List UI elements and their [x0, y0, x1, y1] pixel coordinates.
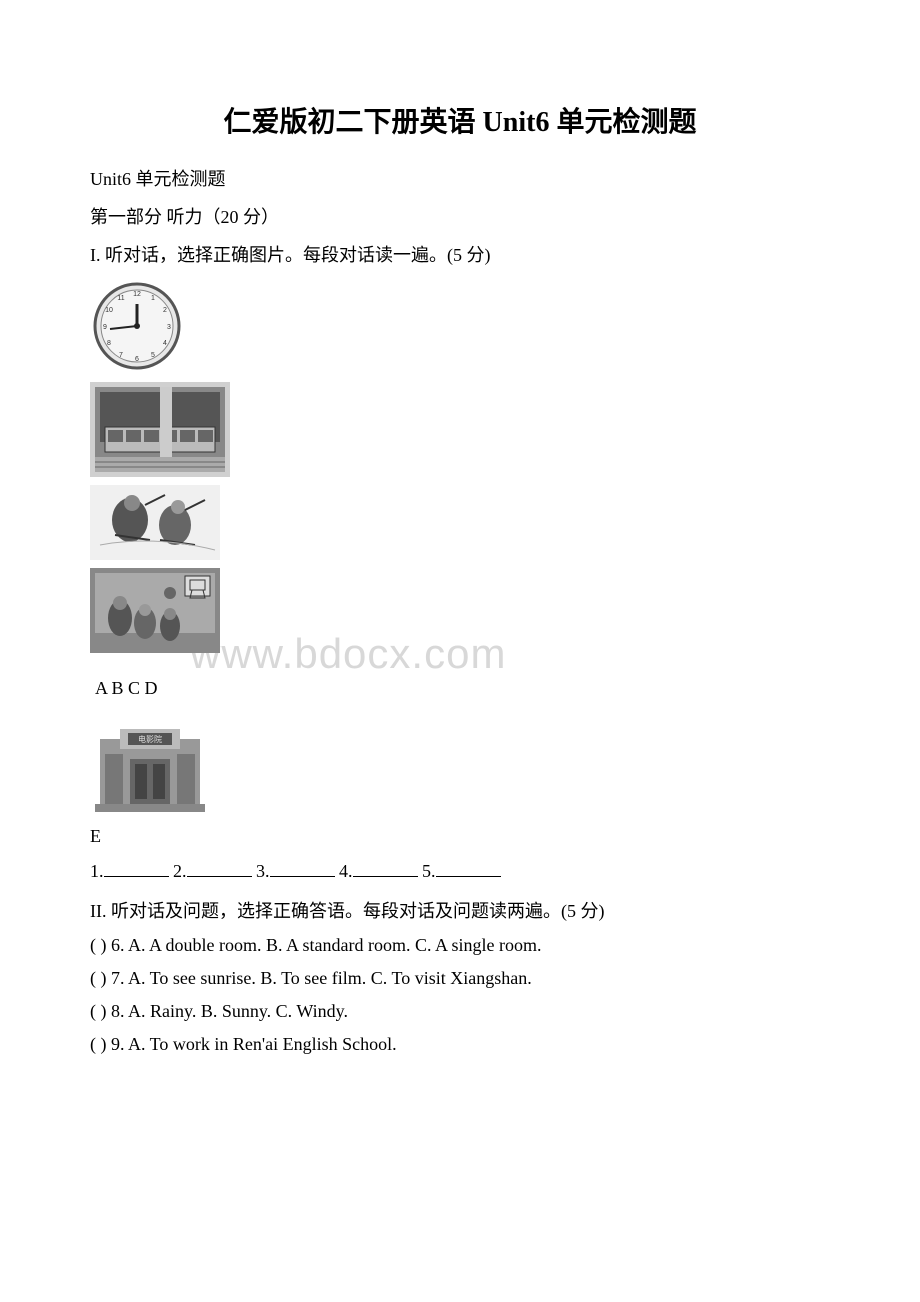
unit-subtitle: Unit6 单元检测题	[90, 165, 830, 191]
svg-text:9: 9	[103, 324, 107, 331]
svg-text:3: 3	[167, 324, 171, 331]
image-subway	[90, 382, 830, 477]
svg-text:12: 12	[133, 291, 141, 298]
svg-text:7: 7	[119, 352, 123, 359]
document-content: 仁爱版初二下册英语 Unit6 单元检测题 Unit6 单元检测题 第一部分 听…	[90, 100, 830, 1055]
blank-1[interactable]	[104, 859, 169, 877]
svg-text:11: 11	[117, 295, 124, 302]
document-title: 仁爱版初二下册英语 Unit6 单元检测题	[90, 100, 830, 140]
blank-4[interactable]	[353, 859, 418, 877]
question-8: ( ) 8. A. Rainy. B. Sunny. C. Windy.	[90, 1001, 830, 1022]
blank-5[interactable]	[436, 859, 501, 877]
question-9: ( ) 9. A. To work in Ren'ai English Scho…	[90, 1034, 830, 1055]
svg-text:1: 1	[151, 295, 155, 302]
image-label-e: E	[90, 826, 830, 847]
image-cinema: 电影院	[90, 719, 830, 814]
blank-label-2: 2.	[173, 861, 187, 881]
image-clock: 12 1 2 3 4 5 6 7 8 9 10 11	[90, 279, 830, 374]
svg-text:5: 5	[151, 352, 155, 359]
blank-3[interactable]	[270, 859, 335, 877]
svg-text:4: 4	[163, 340, 167, 347]
blank-label-1: 1.	[90, 861, 104, 881]
blank-label-4: 4.	[339, 861, 353, 881]
image-labels-abcd: A B C D	[95, 678, 830, 699]
blank-2[interactable]	[187, 859, 252, 877]
image-basketball	[90, 568, 830, 653]
svg-text:10: 10	[105, 307, 113, 314]
svg-text:2: 2	[163, 307, 167, 314]
question-7: ( ) 7. A. To see sunrise. B. To see film…	[90, 968, 830, 989]
question-6: ( ) 6. A. A double room. B. A standard r…	[90, 935, 830, 956]
section1-instruction: I. 听对话，选择正确图片。每段对话读一遍。(5 分)	[90, 241, 830, 267]
svg-text:电影院: 电影院	[138, 734, 162, 744]
answer-blanks-row: 1. 2. 3. 4. 5.	[90, 859, 830, 882]
blank-label-3: 3.	[256, 861, 270, 881]
svg-text:8: 8	[107, 340, 111, 347]
part1-header: 第一部分 听力（20 分）	[90, 203, 830, 229]
blank-label-5: 5.	[422, 861, 436, 881]
svg-text:6: 6	[135, 356, 139, 363]
section2-instruction: II. 听对话及问题，选择正确答语。每段对话及问题读两遍。(5 分)	[90, 897, 830, 923]
image-skiing	[90, 485, 830, 560]
